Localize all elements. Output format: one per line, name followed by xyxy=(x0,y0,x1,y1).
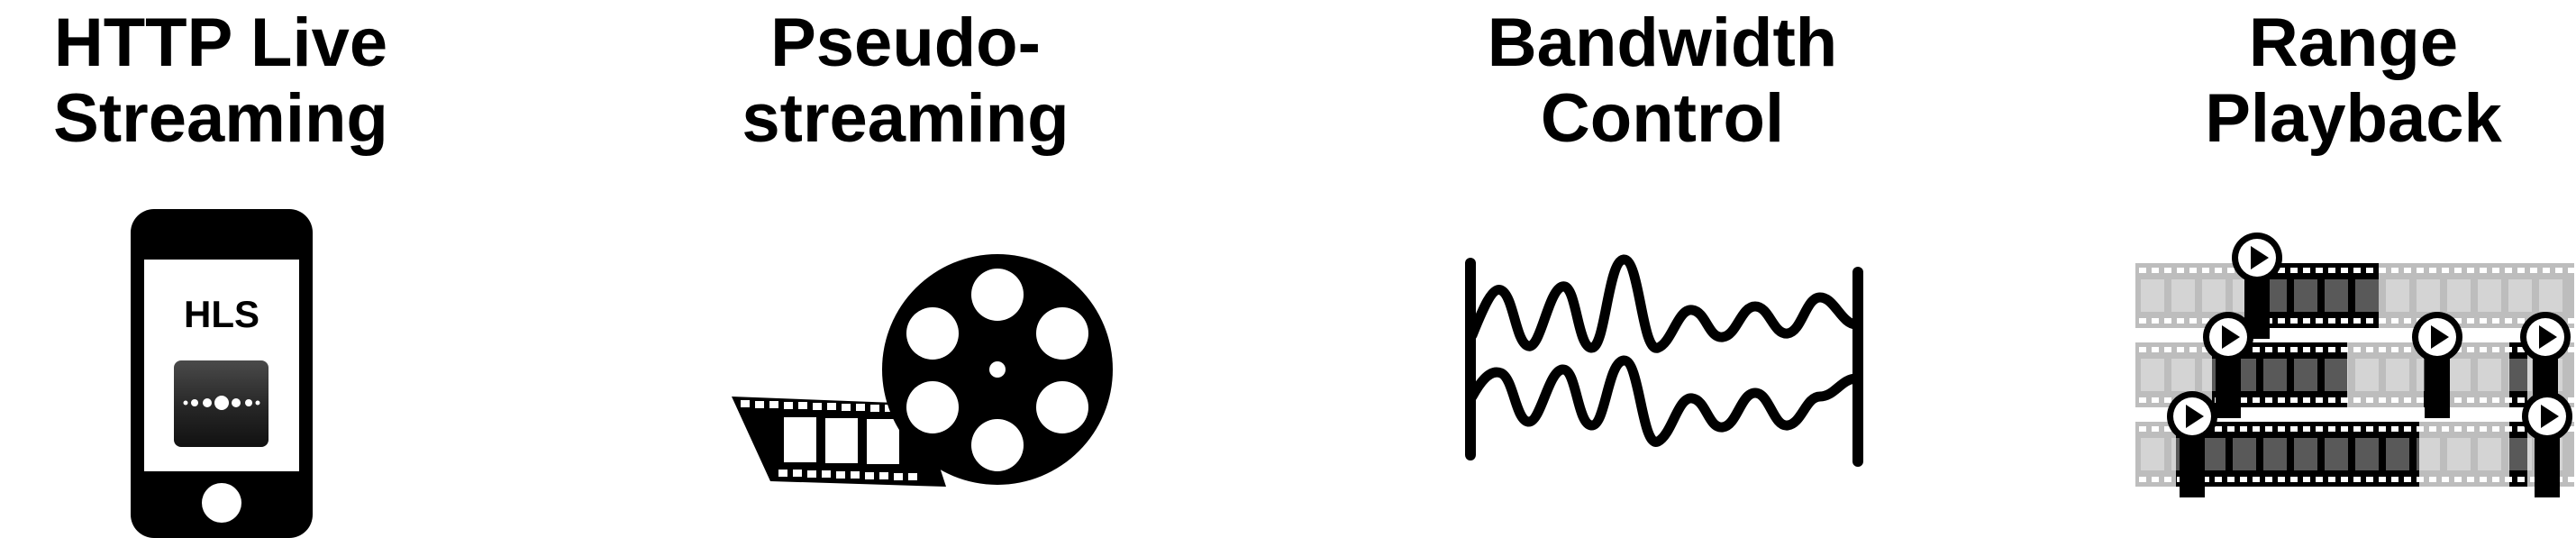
bandwidth-bottom-wave xyxy=(1467,355,1861,447)
feature-title-line-2: Playback xyxy=(2205,80,2502,157)
film-strip xyxy=(732,397,946,487)
waveform-icon xyxy=(1465,254,1863,467)
hls-dots-icon xyxy=(183,396,260,410)
film-reel-icon xyxy=(732,254,1113,487)
filmstrip-row xyxy=(2135,263,2575,328)
feature-title-line-2: Streaming xyxy=(53,80,388,157)
play-marker-icon xyxy=(2412,312,2462,418)
play-marker-icon xyxy=(2522,391,2572,497)
filmstrip-play-icon xyxy=(2135,233,2575,497)
bandwidth-top-wave xyxy=(1467,254,1861,353)
feature-pseudo-streaming: Pseudo- streaming xyxy=(685,0,1126,538)
smartphone-hls-icon: HLS xyxy=(131,209,313,538)
play-marker-icon xyxy=(2232,233,2282,339)
feature-title-line-1: Bandwidth xyxy=(1487,5,1838,81)
feature-bandwidth-control: Bandwidth Control xyxy=(1442,0,1883,538)
feature-title-line-1: Pseudo- xyxy=(770,5,1041,81)
phone-home-button xyxy=(202,483,241,523)
feature-title: Pseudo- streaming xyxy=(685,5,1126,157)
play-marker-icon xyxy=(2203,312,2253,418)
feature-title-line-2: Control xyxy=(1540,80,1785,157)
feature-title-line-2: streaming xyxy=(742,80,1070,157)
feature-title-line-1: HTTP Live xyxy=(53,5,388,81)
feature-title-line-1: Range xyxy=(2248,5,2459,81)
feature-title: HTTP Live Streaming xyxy=(0,5,441,157)
feature-title: Range Playback xyxy=(2131,5,2576,157)
hls-badge-label: HLS xyxy=(184,293,259,335)
filmstrip-row xyxy=(2135,422,2575,487)
play-marker-icon xyxy=(2167,391,2217,497)
reel xyxy=(882,254,1113,485)
feature-range-playback: Range Playback xyxy=(2131,0,2576,538)
feature-title: Bandwidth Control xyxy=(1442,5,1883,157)
feature-http-live-streaming: HTTP Live Streaming HLS xyxy=(0,0,441,538)
